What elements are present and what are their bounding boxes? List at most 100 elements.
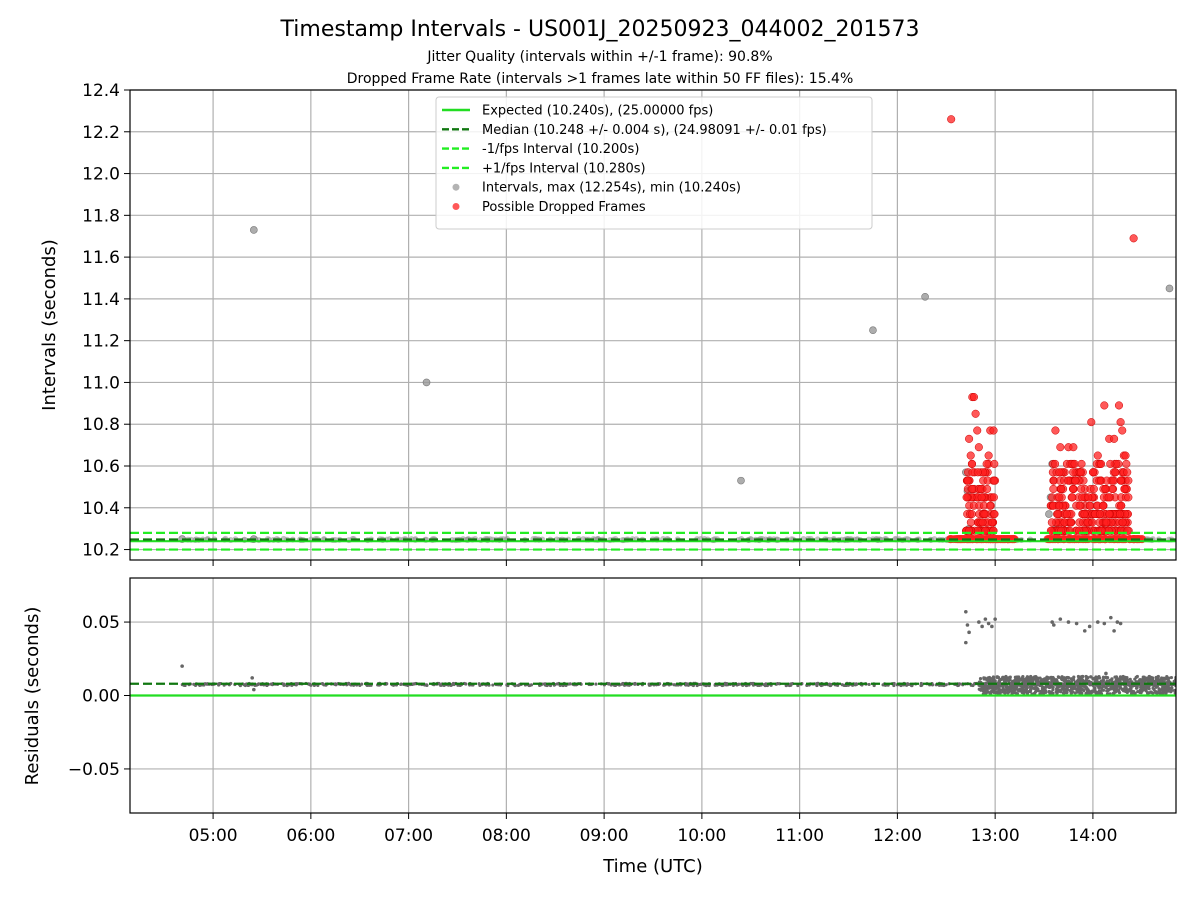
y-tick-label: 10.4 <box>82 499 120 519</box>
residual-point <box>1112 691 1116 695</box>
legend-dot-swatch <box>452 183 460 191</box>
dropped-frame-point <box>966 451 975 460</box>
residual-point <box>1173 691 1176 695</box>
dropped-frame-point <box>1122 459 1131 468</box>
residual-point <box>1050 620 1054 624</box>
residual-point <box>1066 620 1071 624</box>
residual-point <box>1166 685 1170 690</box>
residual-point <box>993 617 997 621</box>
interval-point <box>737 476 745 485</box>
residual-point <box>1071 690 1075 694</box>
dropped-frame-point <box>1077 484 1086 494</box>
dropped-frame-point <box>1108 484 1117 494</box>
residual-point <box>1097 686 1101 690</box>
chart-title: Timestamp Intervals - US001J_20250923_04… <box>280 17 920 42</box>
residual-point <box>1044 684 1048 688</box>
residual-point <box>1051 675 1055 680</box>
residual-point <box>1162 688 1166 693</box>
dropped-frame-point <box>989 426 998 435</box>
residual-point <box>1099 689 1103 693</box>
dropped-frame-point <box>1111 468 1120 477</box>
x-tick-label: 14:00 <box>1068 826 1117 846</box>
dropped-frame-point <box>1099 501 1108 510</box>
residual-point <box>1154 675 1158 680</box>
residual-point <box>1025 675 1029 679</box>
residual-point <box>1136 689 1140 694</box>
x-tick-label: 05:00 <box>189 826 238 846</box>
residual-point <box>1058 617 1063 621</box>
residual-point <box>411 682 415 686</box>
residual-point <box>983 676 987 680</box>
dropped-frame-point <box>1051 459 1060 468</box>
residual-point <box>1063 689 1068 693</box>
residual-point <box>491 683 495 687</box>
interval-point <box>921 292 929 301</box>
dropped-frame-point <box>1080 509 1089 519</box>
dropped-frame-point <box>1086 501 1095 510</box>
legend-box <box>435 96 873 230</box>
residual-point <box>763 683 767 688</box>
dropped-frame-point <box>1076 468 1086 477</box>
residual-point <box>987 677 991 682</box>
residual-point <box>1063 678 1067 682</box>
dropped-frame-point <box>982 459 991 468</box>
residual-point <box>1020 690 1024 695</box>
interval-point <box>869 326 877 335</box>
residual-point <box>1114 679 1118 684</box>
residual-point <box>1026 689 1030 694</box>
residual-point <box>816 681 820 686</box>
residual-point <box>1151 686 1155 690</box>
residual-point <box>990 624 994 629</box>
residual-point <box>1005 678 1009 682</box>
residual-point <box>1073 691 1077 695</box>
legend-entry-label: Intervals, max (12.254s), min (10.240s) <box>482 181 741 196</box>
residual-point <box>1143 677 1147 682</box>
chart-subtitle-jitter: Jitter Quality (intervals within +/-1 fr… <box>426 49 772 65</box>
dropped-frame-point <box>1066 518 1075 527</box>
residual-point <box>1029 679 1033 683</box>
chart-subtitle-dropped: Dropped Frame Rate (intervals >1 frames … <box>347 71 854 87</box>
plot-frame <box>129 577 1177 814</box>
residual-point <box>978 680 982 684</box>
residual-point <box>1016 677 1021 682</box>
residual-point <box>1157 687 1161 691</box>
residual-point <box>1104 676 1108 680</box>
residual-point <box>1034 686 1038 690</box>
residual-point <box>1041 690 1045 694</box>
residual-point <box>1101 678 1105 682</box>
residual-point <box>1144 686 1148 690</box>
residual-point <box>1069 685 1074 689</box>
residual-point <box>1089 675 1093 679</box>
x-tick-label: 07:00 <box>384 826 433 846</box>
plot-frame <box>129 89 1177 561</box>
dropped-frame-point <box>1068 484 1078 494</box>
residual-point <box>1104 686 1108 690</box>
residual-point <box>1005 686 1009 691</box>
residual-point <box>1069 677 1073 681</box>
dropped-frame-point <box>990 476 999 485</box>
x-tick-label: 08:00 <box>482 826 531 846</box>
dropped-frame-point <box>1116 418 1125 427</box>
dropped-frame-point <box>1055 493 1064 502</box>
dropped-frame-point <box>1118 518 1127 527</box>
residual-point <box>1167 676 1171 680</box>
residual-point <box>477 682 481 686</box>
residual-point <box>996 675 1001 680</box>
residual-point <box>1035 678 1039 683</box>
residual-point <box>1055 685 1059 690</box>
residual-point <box>964 609 968 614</box>
legend-entry-label: Median (10.248 +/- 0.004 s), (24.98091 +… <box>482 123 827 138</box>
y-tick-label: −0.05 <box>68 760 120 780</box>
dropped-frame-point <box>974 443 983 452</box>
dropped-frame-point <box>967 509 976 519</box>
residual-point <box>1059 677 1064 681</box>
dropped-frame-point <box>1049 484 1058 494</box>
legend-entry-label: +1/fps Interval (10.280s) <box>482 161 646 176</box>
residual-point <box>1118 621 1123 626</box>
dropped-frame-point <box>1057 484 1066 494</box>
residual-point <box>633 681 637 686</box>
residual-point <box>1001 690 1005 694</box>
dropped-frame-point <box>962 493 971 502</box>
dropped-frame-point <box>1097 459 1106 468</box>
residual-point <box>516 683 520 688</box>
